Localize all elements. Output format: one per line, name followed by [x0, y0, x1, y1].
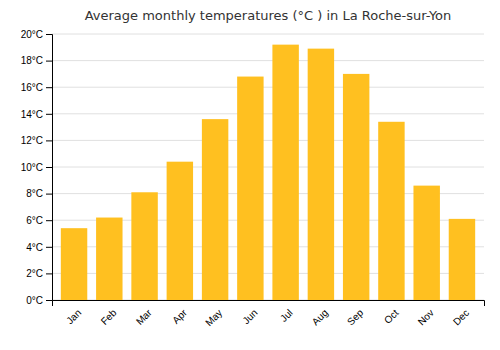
bar	[413, 186, 439, 300]
tick: Sep	[345, 307, 366, 328]
tick-mark	[46, 247, 52, 248]
bars	[61, 45, 475, 300]
tick-mark	[46, 140, 52, 141]
tick: 0°C	[26, 295, 52, 306]
bar	[272, 45, 298, 300]
grid-line	[52, 113, 484, 114]
tick-label: 20°C	[21, 29, 43, 40]
tick-label: Oct	[382, 307, 401, 326]
bar	[449, 219, 475, 300]
tick: Jan	[64, 307, 83, 326]
tick: 2°C	[26, 268, 52, 279]
tick-mark	[46, 114, 52, 115]
bar	[131, 192, 157, 300]
bar	[167, 162, 193, 300]
tick: Oct	[382, 307, 401, 326]
tick-mark	[46, 87, 52, 88]
tick: 12°C	[21, 135, 52, 146]
tick-label: 2°C	[26, 268, 43, 279]
grid-line	[52, 167, 484, 168]
tick: Jun	[240, 307, 259, 326]
bar	[237, 77, 263, 300]
tick: 16°C	[21, 82, 52, 93]
grid-line	[52, 34, 484, 35]
tick-label: 14°C	[21, 109, 43, 120]
bar	[308, 49, 334, 300]
tick-label: 16°C	[21, 82, 43, 93]
tick-mark	[46, 167, 52, 168]
grid-line	[52, 140, 484, 141]
tick-mark	[46, 273, 52, 274]
tick: 4°C	[26, 242, 52, 253]
tick: 10°C	[21, 162, 52, 173]
grid-line	[52, 60, 484, 61]
title: Average monthly temperatures (°C ) in La…	[85, 8, 452, 23]
tick: Aug	[310, 307, 330, 327]
tick: Mar	[134, 307, 154, 327]
tick-label: 0°C	[26, 295, 43, 306]
tick-label: Sep	[345, 307, 366, 328]
tick-label: 12°C	[21, 135, 43, 146]
tick-label: 4°C	[26, 242, 43, 253]
tick: Apr	[170, 307, 189, 326]
tick-mark	[46, 220, 52, 221]
bar	[343, 74, 369, 300]
tick-label: 6°C	[26, 215, 43, 226]
tick-label: Jul	[278, 307, 295, 324]
tick-label: 10°C	[21, 162, 43, 173]
tick-label: Mar	[134, 307, 154, 327]
grid-line	[52, 87, 484, 88]
tick-label: Nov	[416, 307, 436, 327]
tick: Jul	[278, 307, 295, 324]
bar	[202, 119, 228, 300]
tick: 6°C	[26, 215, 52, 226]
x-axis: Jan Feb Mar Apr May Jun Jul Aug Sep Oct Nov Dec	[53, 301, 485, 329]
tick-label: 8°C	[26, 188, 43, 199]
bar	[378, 122, 404, 300]
tick-mark	[46, 194, 52, 195]
y-axis: 0°C 2°C 4°C 6°C 8°C 10°C 12°C 14°C 16°C 18°C 20°C	[21, 29, 53, 306]
tick: 20°C	[21, 29, 52, 40]
chart-svg: 0°C 2°C 4°C 6°C 8°C 10°C 12°C 14°C 16°C 18°C 20°C J…	[0, 0, 500, 350]
tick-label: Aug	[310, 307, 330, 327]
tick: 18°C	[21, 55, 52, 66]
axis-domain	[53, 301, 485, 307]
tick-label: Apr	[170, 307, 189, 326]
tick-label: Feb	[99, 307, 119, 327]
tick-label: 18°C	[21, 55, 43, 66]
axis-domain	[46, 35, 53, 301]
tick-label: Jan	[64, 307, 83, 326]
grid	[52, 34, 484, 300]
tick-mark	[46, 300, 52, 301]
tick-label: Dec	[451, 307, 471, 327]
tick-mark	[46, 34, 52, 35]
plot-area: 0°C 2°C 4°C 6°C 8°C 10°C 12°C 14°C 16°C 18°C 20°C J…	[21, 29, 485, 329]
tick: Feb	[99, 307, 119, 327]
bar	[61, 228, 87, 300]
tick: Nov	[416, 307, 436, 327]
tick: 8°C	[26, 188, 52, 199]
tick: May	[203, 307, 224, 328]
tick-label: Jun	[240, 307, 259, 326]
tick: 14°C	[21, 109, 52, 120]
tick: Dec	[451, 307, 471, 327]
bar	[96, 218, 122, 300]
tick-mark	[46, 61, 52, 62]
tick-label: May	[203, 307, 224, 328]
